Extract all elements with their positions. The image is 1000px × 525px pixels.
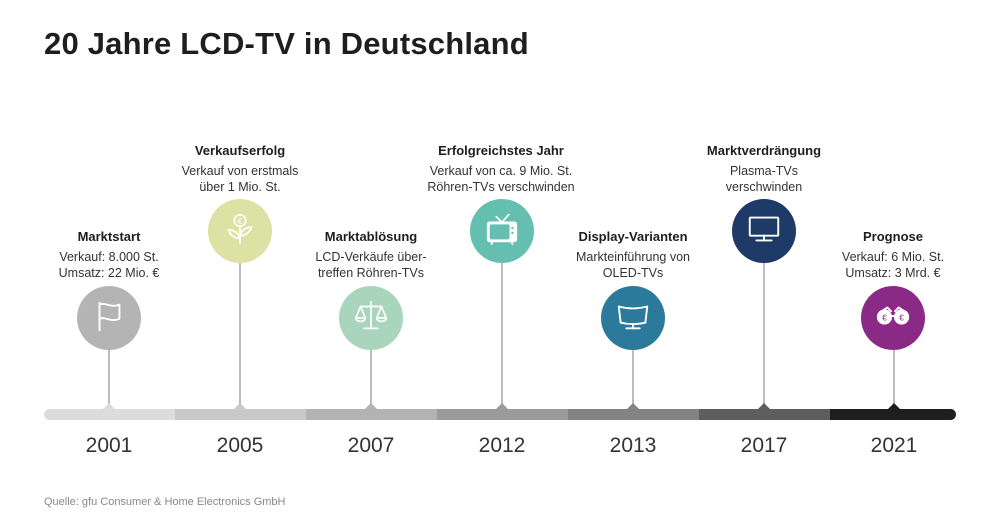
year-label-2007: 2007 xyxy=(347,434,395,457)
timeline-segment-2021 xyxy=(830,409,956,420)
milestone-heading: Verkaufserfolg xyxy=(194,143,286,158)
year-label-2005: 2005 xyxy=(216,434,264,457)
page-title: 20 Jahre LCD-TV in Deutschland xyxy=(44,26,529,61)
milestone-label-2005: Verkaufserfolg Verkauf von erstmals über… xyxy=(150,143,330,195)
svg-text:€: € xyxy=(882,312,887,322)
timeline-segment-2005 xyxy=(175,409,306,420)
stem-2021 xyxy=(893,350,895,409)
notch-2005 xyxy=(234,403,246,409)
milestone-line: Umsatz: 3 Mrd. € xyxy=(845,266,941,280)
milestone-label-2007: Marktablösung LCD-Verkäufe über- treffen… xyxy=(281,229,461,281)
milestone-circle-2005: € xyxy=(208,199,272,263)
scales-icon xyxy=(352,297,390,340)
notch-2007 xyxy=(365,403,377,409)
notch-2001 xyxy=(103,403,115,409)
timeline-segment-2012 xyxy=(437,409,568,420)
source-note: Quelle: gfu Consumer & Home Electronics … xyxy=(44,496,286,508)
year-label-2012: 2012 xyxy=(478,434,526,457)
stem-2007 xyxy=(370,350,372,409)
year-label-2021: 2021 xyxy=(870,434,918,457)
notch-2017 xyxy=(758,403,770,409)
notch-2021 xyxy=(888,403,900,409)
stem-2005 xyxy=(239,262,241,409)
year-label-2017: 2017 xyxy=(740,434,788,457)
stem-2012 xyxy=(501,262,503,409)
milestone-line: Verkauf von erstmals xyxy=(181,164,299,178)
flat-tv-icon xyxy=(745,210,783,253)
milestone-line: über 1 Mio. St. xyxy=(199,180,281,194)
milestone-heading: Prognose xyxy=(863,229,923,244)
svg-text:€: € xyxy=(899,312,904,322)
notch-2013 xyxy=(627,403,639,409)
milestone-line: treffen Röhren-TVs xyxy=(317,266,425,280)
stem-2013 xyxy=(632,350,634,409)
year-label-2001: 2001 xyxy=(85,434,133,457)
milestone-heading: Display-Varianten xyxy=(578,229,688,244)
money-plant-icon: € xyxy=(221,210,259,253)
milestone-label-2001: Marktstart Verkauf: 8.000 St. Umsatz: 22… xyxy=(19,229,199,281)
binoculars-icon: € € xyxy=(874,297,912,340)
svg-text:€: € xyxy=(238,215,243,225)
milestone-line: Markteinführung von xyxy=(576,250,690,264)
milestone-line: Verkauf von ca. 9 Mio. St. xyxy=(429,164,573,178)
milestone-heading: Marktablösung xyxy=(324,229,418,244)
milestone-circle-2021: € € xyxy=(861,286,925,350)
stem-2017 xyxy=(763,262,765,409)
timeline-segment-2001 xyxy=(44,409,175,420)
milestone-line: Plasma-TVs xyxy=(729,164,799,178)
curved-tv-icon xyxy=(614,297,652,340)
notch-2012 xyxy=(496,403,508,409)
milestone-circle-2001 xyxy=(77,286,141,350)
stem-2001 xyxy=(108,350,110,409)
milestone-circle-2017 xyxy=(732,199,796,263)
milestone-heading: Erfolgreichstes Jahr xyxy=(438,143,564,158)
year-label-2013: 2013 xyxy=(609,434,657,457)
milestone-line: LCD-Verkäufe über- xyxy=(315,250,427,264)
milestone-line: OLED-TVs xyxy=(602,266,664,280)
milestone-label-2013: Display-Varianten Markteinführung von OL… xyxy=(543,229,723,281)
milestone-line: Umsatz: 22 Mio. € xyxy=(58,266,160,280)
milestone-line: Röhren-TVs verschwinden xyxy=(427,180,575,194)
milestone-label-2012: Erfolgreichstes Jahr Verkauf von ca. 9 M… xyxy=(391,143,611,195)
milestone-circle-2007 xyxy=(339,286,403,350)
milestone-line: verschwinden xyxy=(725,180,803,194)
milestone-label-2017: Marktverdrängung Plasma-TVs verschwinden xyxy=(674,143,854,195)
milestone-circle-2013 xyxy=(601,286,665,350)
flag-icon xyxy=(90,297,128,340)
milestone-heading: Marktstart xyxy=(77,229,141,244)
milestone-circle-2012 xyxy=(470,199,534,263)
milestone-heading: Marktverdrängung xyxy=(706,143,822,158)
milestone-line: Verkauf: 6 Mio. St. xyxy=(841,250,945,264)
milestone-line: Verkauf: 8.000 St. xyxy=(59,250,159,264)
timeline-segment-2017 xyxy=(699,409,830,420)
timeline-segment-2013 xyxy=(568,409,699,420)
timeline-segment-2007 xyxy=(306,409,437,420)
tube-tv-icon xyxy=(483,210,521,253)
milestone-label-2021: Prognose Verkauf: 6 Mio. St. Umsatz: 3 M… xyxy=(803,229,983,281)
